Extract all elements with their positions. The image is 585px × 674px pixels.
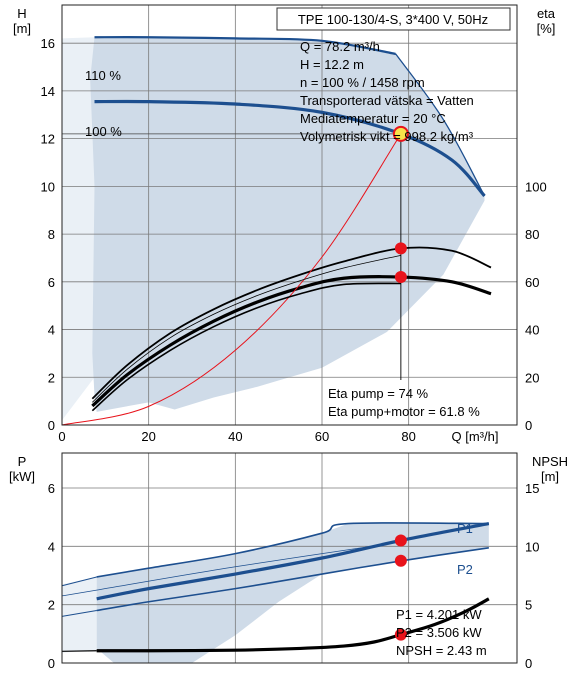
bottom-tick-labels: 0 2 4 6 0 5 10 15	[48, 481, 540, 671]
curve-eta-pump-thin	[92, 254, 401, 403]
bottom-envelope-light	[62, 576, 97, 653]
duty-point-head	[392, 125, 409, 142]
eta-pump-text: Eta pump = 74 %	[328, 386, 429, 401]
curve-label-110: 110 %	[85, 68, 121, 83]
curve-p1	[96, 522, 490, 601]
top-ytick-label: 0	[48, 418, 55, 433]
curve-upper-left-ext	[61, 576, 97, 587]
curve-eta-pump-motor-thin	[91, 282, 401, 412]
eta-pump-motor-text: Eta pump+motor = 61.8 %	[328, 404, 480, 419]
curve-max-power-limit	[395, 53, 486, 197]
info-line-density: Volymetrisk vikt = 998.2 kg/m³	[300, 129, 474, 144]
bottom-y2label-line2: [m]	[541, 469, 559, 484]
curve-npsh	[96, 597, 490, 653]
duty-point-eta-pump	[394, 242, 407, 255]
top-ylabel-line1: H	[17, 6, 26, 21]
top-gridlines	[62, 5, 517, 425]
bottom-y2tick-label: 10	[525, 539, 539, 554]
top-y2tick-label: 100	[525, 179, 547, 194]
curve-eta-pump	[91, 246, 492, 400]
duty-point-p2	[394, 554, 407, 567]
bottom-plot-border	[61, 452, 518, 664]
bottom-curves	[61, 522, 490, 653]
top-y2tick-label: 20	[525, 370, 539, 385]
bottom-gridlines	[62, 453, 517, 663]
curve-p2	[96, 547, 489, 612]
info-line-n: n = 100 % / 1458 rpm	[300, 75, 425, 90]
top-y2tick-label: 40	[525, 323, 539, 338]
bottom-ytick-label: 4	[48, 539, 55, 554]
top-ytick-label: 10	[41, 179, 55, 194]
duty-point-eta-pump-motor	[394, 271, 407, 284]
bottom-ytick-label: 2	[48, 598, 55, 613]
top-xtick-label: 20	[141, 429, 155, 444]
bottom-y2tick-label: 5	[525, 598, 532, 613]
top-ytick-label: 16	[41, 36, 55, 51]
curve-npsh-left-ext	[61, 650, 97, 652]
top-envelope-area	[90, 37, 485, 412]
series-label-p2: P2	[457, 562, 473, 577]
top-y2label-line2: [%]	[537, 21, 556, 36]
bottom-y2tick-label: 0	[525, 656, 532, 671]
info-title: TPE 100-130/4-S, 3*400 V, 50Hz	[298, 12, 488, 27]
top-operating-envelope	[62, 37, 485, 421]
top-y2label-line1: eta	[537, 6, 556, 21]
info-line-liquid: Transporterad vätska = Vatten	[300, 93, 474, 108]
duty-point-p1	[394, 534, 407, 547]
p2-value-text: P2 = 3.506 kW	[396, 625, 482, 640]
top-curves	[61, 36, 492, 426]
top-duty-points	[62, 125, 409, 380]
top-xtick-label: 80	[401, 429, 415, 444]
top-ylabel-line2: [m]	[13, 21, 31, 36]
bottom-ylabel-line1: P	[18, 454, 27, 469]
top-y2tick-label: 80	[525, 227, 539, 242]
bottom-ytick-label: 6	[48, 481, 55, 496]
top-xtick-label: 40	[228, 429, 242, 444]
curve-100-percent	[94, 99, 486, 197]
head-efficiency-chart: 0 20 40 60 80 0 2 4 6 8 10 12 14 16 0 20 40 60 80 100 H [m]…	[13, 4, 556, 444]
bottom-ytick-label: 0	[48, 656, 55, 671]
curve-eta-pump-motor	[91, 275, 492, 408]
top-xtick-label: 0	[58, 429, 65, 444]
top-ytick-label: 4	[48, 323, 55, 338]
top-ytick-label: 6	[48, 275, 55, 290]
top-ytick-label: 14	[41, 84, 55, 99]
info-title-box	[276, 7, 511, 31]
series-label-p1: P1	[457, 521, 473, 536]
p1-value-text: P1 = 4.201 kW	[396, 607, 482, 622]
curve-p1-thin	[61, 541, 401, 597]
duty-point-npsh	[394, 628, 407, 641]
bottom-operating-envelope	[62, 523, 489, 663]
curve-label-100: 100 %	[85, 124, 122, 139]
info-line-temp: Mediatemperatur = 20 °C	[300, 111, 446, 126]
power-npsh-chart: 0 2 4 6 0 5 10 15 P [kW] NPSH [m] P1 P2 P1 = 4.…	[9, 452, 568, 671]
bottom-y2tick-label: 15	[525, 481, 539, 496]
top-ytick-label: 8	[48, 227, 55, 242]
curve-110-percent	[94, 36, 396, 56]
system-curve	[61, 133, 402, 426]
info-line-q: Q = 78.2 m³/h	[300, 39, 380, 54]
curve-power-upper	[96, 522, 489, 578]
npsh-value-text: NPSH = 2.43 m	[396, 643, 487, 658]
top-y2tick-label: 60	[525, 275, 539, 290]
top-y2tick-label: 0	[525, 418, 532, 433]
info-line-h: H = 12.2 m	[300, 57, 364, 72]
bottom-y2label-line1: NPSH	[532, 454, 568, 469]
top-xtick-label: 60	[315, 429, 329, 444]
top-xlabel: Q [m³/h]	[452, 429, 499, 444]
bottom-envelope-area	[96, 523, 489, 663]
top-plot-border	[61, 4, 518, 426]
bottom-ylabel-line2: [kW]	[9, 469, 35, 484]
bottom-duty-points	[394, 534, 407, 641]
top-ytick-label: 12	[41, 132, 55, 147]
top-ytick-label: 2	[48, 370, 55, 385]
top-tick-labels: 0 20 40 60 80 0 2 4 6 8 10 12 14 16 0 20 40 60 80 100	[41, 36, 547, 444]
curve-lower-left-ext	[61, 610, 97, 617]
